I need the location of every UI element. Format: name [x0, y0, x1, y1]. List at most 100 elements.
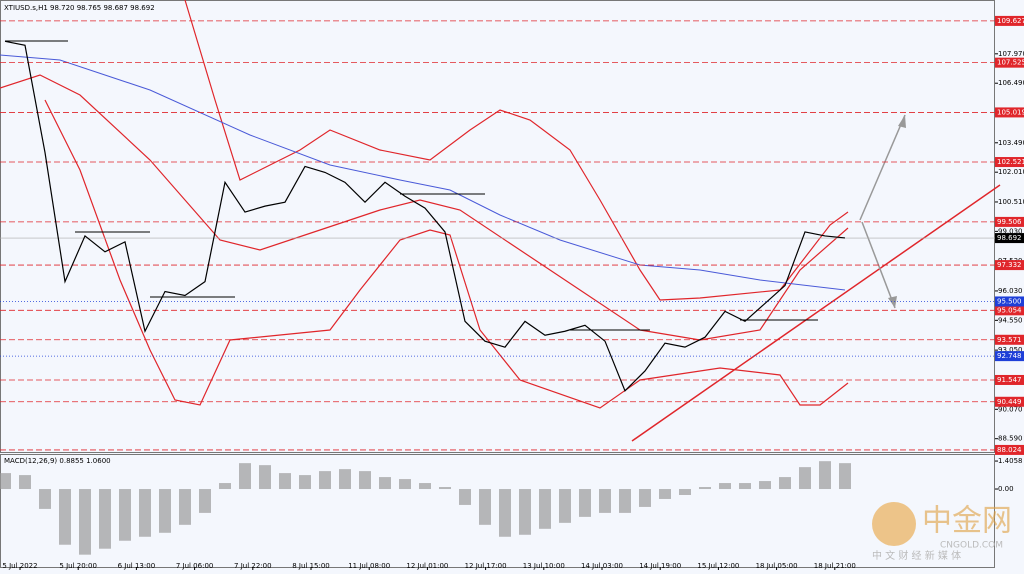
macd-bar [459, 489, 471, 505]
y-tick-label: 88.590 [998, 435, 1023, 443]
watermark-logo: 中金网 [922, 504, 1012, 539]
x-tick-label: 18 Jul 05:00 [756, 562, 798, 570]
macd-bar [759, 481, 771, 490]
y-tick-label: 90.070 [998, 405, 1023, 413]
red-level-label: 99.506 [997, 218, 1022, 226]
red-level-label: 97.332 [997, 261, 1022, 269]
red-level-label-bg [995, 396, 1024, 407]
x-tick-label: 14 Jul 03:00 [581, 562, 623, 570]
macd-bar [579, 489, 591, 517]
arrow-up [859, 114, 906, 221]
macd-frame [0, 454, 995, 568]
macd-bar [699, 487, 711, 490]
macd-bar [219, 483, 231, 490]
blue-level-label: 95.500 [997, 297, 1022, 305]
x-tick-label: 15 Jul 12:00 [697, 562, 739, 570]
main-frame [0, 0, 995, 453]
macd-bar [559, 489, 571, 523]
macd-bar [19, 475, 31, 490]
current-price-label: 98.692 [997, 234, 1022, 242]
y-tick-label: 100.510 [998, 198, 1024, 206]
macd-title: MACD(12,26,9) 0.8855 1.0600 [4, 457, 111, 465]
x-tick-label: 13 Jul 10:00 [523, 562, 565, 570]
watermark-site: CNGOLD.COM [940, 541, 1003, 551]
lower-band [44, 99, 849, 409]
macd-bar [799, 467, 811, 490]
y-tick-label: 102.010 [998, 168, 1024, 176]
blue-level-label-bg [995, 296, 1024, 307]
red-level-label-bg [995, 305, 1024, 316]
macd-bar [599, 489, 611, 513]
blue-level-label: 92.748 [997, 352, 1022, 360]
macd-bar [319, 471, 331, 490]
macd-bar [519, 489, 531, 535]
x-tick-label: 5 Jul 20:00 [59, 562, 97, 570]
macd-bar [659, 489, 671, 499]
x-tick-label: 6 Jul 13:00 [118, 562, 156, 570]
red-level-label-bg [995, 107, 1024, 118]
macd-bar [179, 489, 191, 525]
red-level-label-bg [995, 57, 1024, 68]
red-level-label: 109.627 [997, 17, 1024, 25]
red-level-label-bg [995, 374, 1024, 385]
x-tick-label: 8 Jul 15:00 [292, 562, 330, 570]
macd-bar [119, 489, 131, 541]
watermark-slogan: 中 文 财 经 新 媒 体 [872, 549, 961, 562]
y-tick-label: 103.490 [998, 139, 1024, 147]
y-tick-label: 106.490 [998, 79, 1024, 87]
macd-bar [739, 483, 751, 490]
macd-y-tick-label: 0.00 [998, 485, 1014, 493]
red-level-label: 107.525 [997, 59, 1024, 67]
arrow-head [898, 115, 906, 128]
macd-bar [619, 489, 631, 513]
arrow-head [888, 296, 897, 308]
x-tick-label: 12 Jul 17:00 [465, 562, 507, 570]
macd-bar [139, 489, 151, 537]
red-level-label-bg [995, 334, 1024, 345]
macd-bar [719, 483, 731, 490]
chart-title: XTIUSD.s,H1 98.720 98.765 98.687 98.692 [4, 4, 155, 12]
macd-bar [479, 489, 491, 525]
x-tick-label: 14 Jul 19:00 [639, 562, 681, 570]
x-tick-label: 11 Jul 08:00 [348, 562, 390, 570]
x-tick-label: 7 Jul 06:00 [176, 562, 214, 570]
red-level-label: 90.449 [997, 398, 1022, 406]
red-level-label: 88.024 [997, 446, 1022, 454]
macd-bar [639, 489, 651, 507]
macd-bar [99, 489, 111, 549]
macd-bar [79, 489, 91, 555]
y-tick-label: 96.030 [998, 287, 1023, 295]
macd-bar [159, 489, 171, 533]
red-level-label-bg [995, 157, 1024, 168]
blue-level-label-bg [995, 351, 1024, 362]
macd-bar [499, 489, 511, 537]
red-level-label: 93.571 [997, 336, 1022, 344]
trend-line [631, 184, 1001, 442]
y-tick-label: 99.030 [998, 227, 1023, 235]
y-tick-label: 94.550 [998, 316, 1023, 324]
macd-bar [439, 487, 451, 490]
macd-bar [679, 489, 691, 495]
moving-average [0, 54, 846, 291]
macd-bar [339, 469, 351, 490]
x-tick-label: 7 Jul 22:00 [234, 562, 272, 570]
x-tick-label: 12 Jul 01:00 [406, 562, 448, 570]
red-level-label: 91.547 [997, 376, 1022, 384]
y-tick-label: 107.970 [998, 50, 1024, 58]
price-line [4, 40, 846, 392]
macd-bar [199, 489, 211, 513]
red-level-label-bg [995, 15, 1024, 26]
upper-band [184, 0, 849, 301]
red-level-label: 95.054 [997, 306, 1022, 314]
red-level-label-bg [995, 260, 1024, 271]
macd-bar [399, 479, 411, 490]
y-tick-label: 93.050 [998, 346, 1023, 354]
macd-bar [59, 489, 71, 545]
macd-bar [819, 461, 831, 490]
macd-bar [419, 483, 431, 490]
macd-bar [299, 475, 311, 490]
red-level-label-bg [995, 216, 1024, 227]
